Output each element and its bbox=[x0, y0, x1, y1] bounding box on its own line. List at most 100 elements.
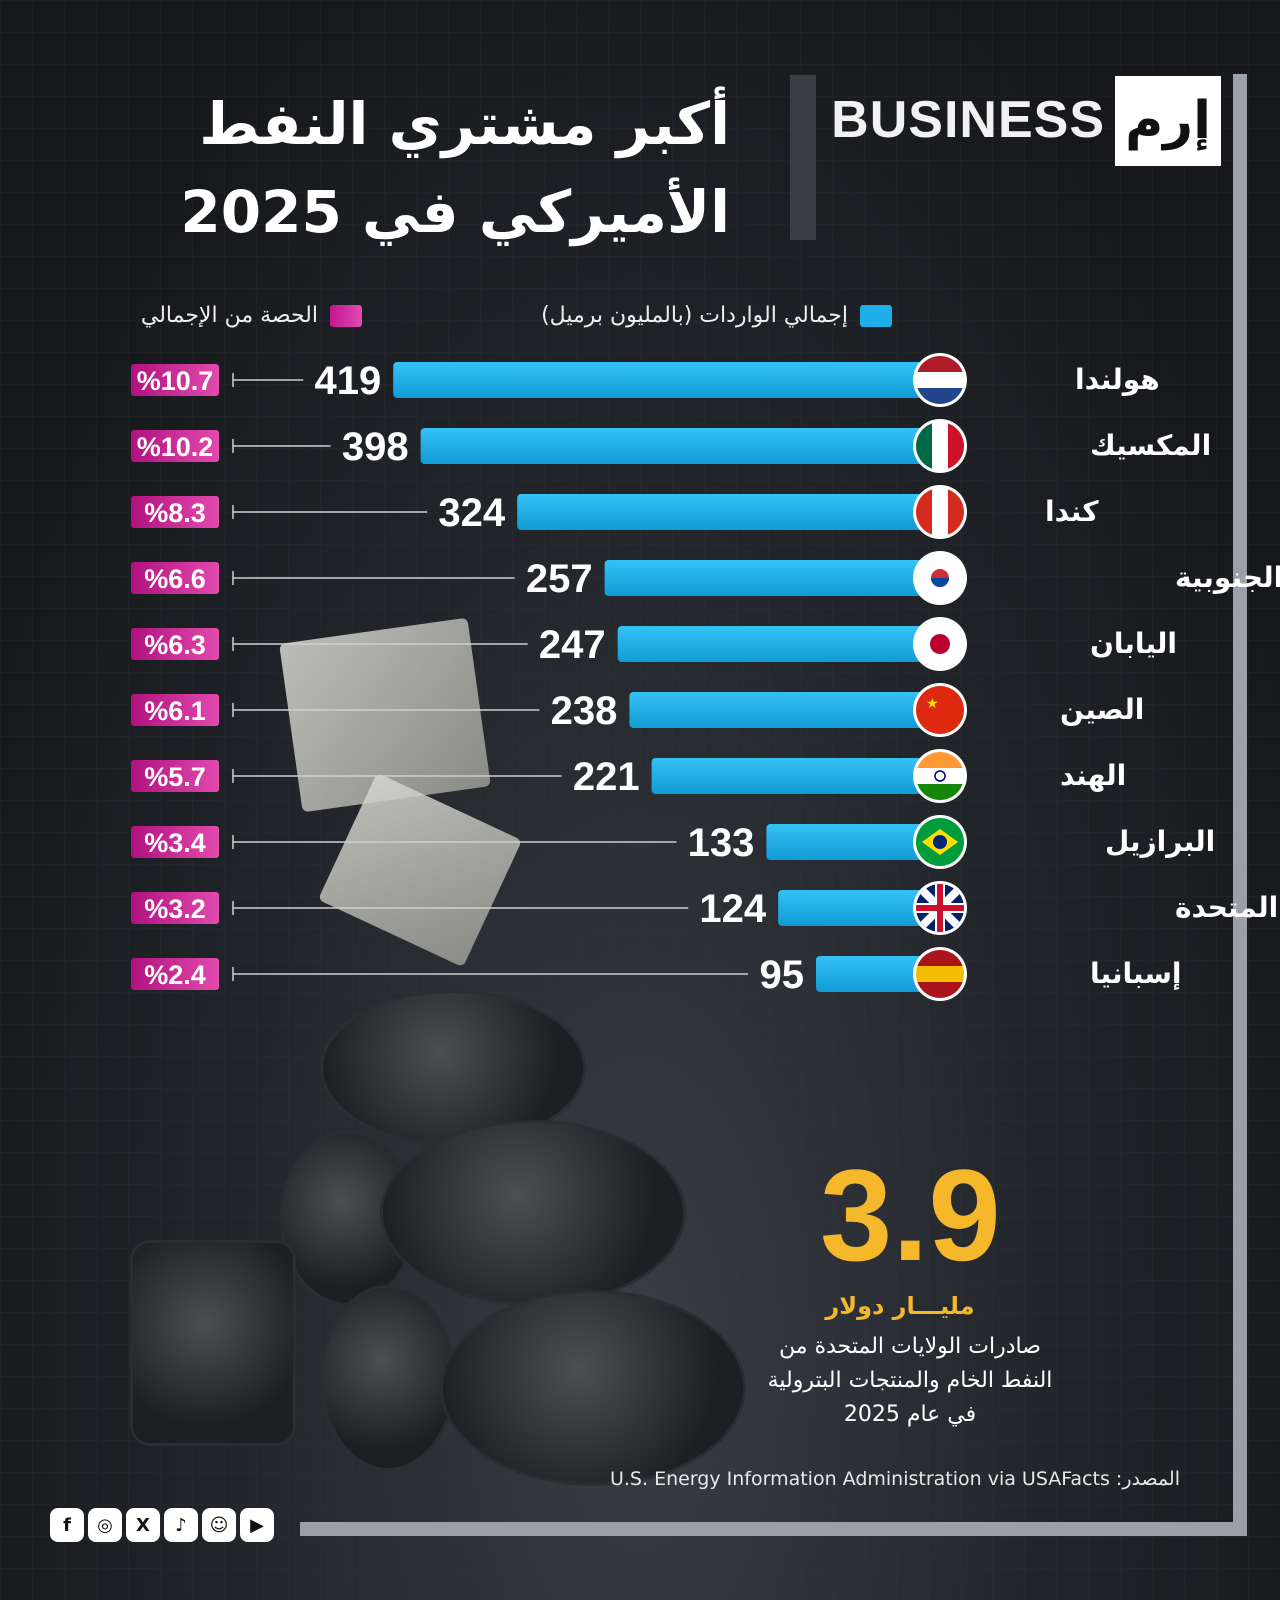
youtube-icon[interactable]: ▶ bbox=[240, 1508, 274, 1542]
share-badge bbox=[131, 364, 219, 396]
title-divider bbox=[790, 75, 816, 240]
import-value-label: 133 bbox=[688, 821, 755, 865]
country-label: اليابان bbox=[1090, 627, 1177, 660]
instagram-icon[interactable]: ◎ bbox=[88, 1508, 122, 1542]
flag-fill bbox=[916, 950, 964, 998]
country-label: هولندا bbox=[1075, 363, 1160, 396]
import-value-label: 95 bbox=[760, 953, 805, 997]
share-badge bbox=[131, 562, 219, 594]
x-icon[interactable]: X bbox=[126, 1508, 160, 1542]
legend-imports: إجمالي الواردات (بالمليون برميل) bbox=[541, 303, 892, 328]
source-note: المصدر: U.S. Energy Information Administ… bbox=[609, 1468, 1180, 1490]
south-korea-flag-icon bbox=[913, 551, 967, 605]
flag-stripe bbox=[932, 488, 948, 536]
import-value-label: 324 bbox=[438, 491, 505, 535]
import-bar bbox=[816, 956, 940, 992]
share-badge bbox=[131, 628, 219, 660]
flag-stripe bbox=[916, 982, 964, 998]
flag-stripe bbox=[916, 784, 964, 800]
social-links: f ◎ X ♪ ☺ ▶ bbox=[50, 1508, 274, 1542]
country-label: المملكة المتحدة bbox=[1175, 891, 1280, 924]
import-value-label: 257 bbox=[526, 557, 593, 601]
legend-share-label: الحصة من الإجمالي bbox=[140, 303, 318, 328]
import-bar bbox=[629, 692, 940, 728]
frame-border bbox=[1233, 74, 1247, 1534]
brand-logo: إرم bbox=[1115, 76, 1221, 166]
legend-swatch-imports bbox=[860, 304, 892, 327]
legend-imports-label: إجمالي الواردات (بالمليون برميل) bbox=[541, 303, 848, 328]
share-value-label: %6.1 bbox=[144, 696, 206, 726]
facebook-icon[interactable]: f bbox=[50, 1508, 84, 1542]
flag-emblem bbox=[933, 835, 947, 849]
import-value-label: 247 bbox=[539, 623, 606, 667]
flag-emblem bbox=[916, 905, 964, 911]
flag-stripe bbox=[948, 422, 964, 470]
oil-barrel-image bbox=[380, 1120, 686, 1306]
snapchat-icon[interactable]: ☺ bbox=[202, 1508, 236, 1542]
import-bar bbox=[517, 494, 940, 530]
share-badge bbox=[131, 496, 219, 528]
country-label: الصين bbox=[1060, 693, 1144, 726]
flag-emblem bbox=[931, 578, 949, 587]
title-line-2: الأميركي في 2025 bbox=[180, 178, 730, 246]
import-value-label: 124 bbox=[699, 887, 766, 931]
oil-barrel-image bbox=[320, 1285, 456, 1471]
import-bar bbox=[766, 824, 940, 860]
flag-fill: ★ bbox=[916, 686, 964, 734]
share-badge bbox=[131, 826, 219, 858]
flag-stripe bbox=[932, 422, 948, 470]
share-value-label: %3.2 bbox=[144, 894, 206, 924]
flag-fill bbox=[916, 752, 964, 800]
flag-fill bbox=[916, 554, 964, 602]
flag-stripe bbox=[916, 620, 964, 636]
import-bar bbox=[420, 428, 940, 464]
flag-stripe bbox=[916, 950, 964, 966]
uk-flag-icon bbox=[913, 881, 967, 935]
flag-stripe bbox=[916, 718, 964, 734]
tiktok-icon[interactable]: ♪ bbox=[164, 1508, 198, 1542]
flag-fill bbox=[916, 818, 964, 866]
page-title: أكبر مشتري النفط الأميركي في 2025 bbox=[130, 80, 730, 256]
flag-stripe bbox=[916, 372, 964, 388]
title-line-1: أكبر مشتري النفط bbox=[199, 90, 730, 158]
flag-fill bbox=[916, 488, 964, 536]
logo-wordmark: BUSINESS bbox=[831, 91, 1105, 149]
legend-swatch-share bbox=[330, 304, 362, 327]
import-value-label: 221 bbox=[573, 755, 640, 799]
oil-barrel-image bbox=[440, 1290, 746, 1486]
flag-fill bbox=[916, 884, 964, 932]
highlight-description: صادرات الولايات المتحدة من النفط الخام و… bbox=[767, 1334, 1053, 1427]
flag-stripe bbox=[916, 818, 964, 834]
flag-stripe bbox=[916, 422, 932, 470]
flag-emblem: ★ bbox=[926, 696, 939, 712]
share-badge bbox=[131, 694, 219, 726]
oil-barrel-image bbox=[130, 1240, 296, 1446]
share-badge bbox=[131, 430, 219, 462]
flag-stripe bbox=[916, 966, 964, 982]
share-value-label: %10.7 bbox=[137, 366, 214, 396]
china-flag-icon: ★ bbox=[913, 683, 967, 737]
country-label: كندا bbox=[1045, 495, 1099, 528]
flag-stripe bbox=[916, 554, 964, 570]
spain-flag-icon bbox=[913, 947, 967, 1001]
import-value-label: 398 bbox=[342, 425, 409, 469]
flag-stripe bbox=[948, 488, 964, 536]
legend-share: الحصة من الإجمالي bbox=[141, 303, 362, 328]
flag-fill bbox=[916, 356, 964, 404]
flag-stripe bbox=[916, 768, 964, 784]
flag-stripe bbox=[916, 686, 964, 702]
flag-stripe bbox=[916, 388, 964, 404]
brazil-flag-icon bbox=[913, 815, 967, 869]
flag-stripe bbox=[916, 752, 964, 768]
import-bar bbox=[778, 890, 940, 926]
country-label: الهند bbox=[1060, 759, 1126, 792]
import-bar bbox=[617, 626, 940, 662]
country-label: كوريا الجنوبية bbox=[1175, 561, 1280, 594]
mexico-flag-icon bbox=[913, 419, 967, 473]
india-flag-icon bbox=[913, 749, 967, 803]
flag-fill bbox=[916, 620, 964, 668]
country-label: إسبانيا bbox=[1090, 957, 1182, 991]
highlight-unit: مليـــار دولار bbox=[825, 1292, 975, 1320]
flag-stripe bbox=[916, 488, 932, 536]
